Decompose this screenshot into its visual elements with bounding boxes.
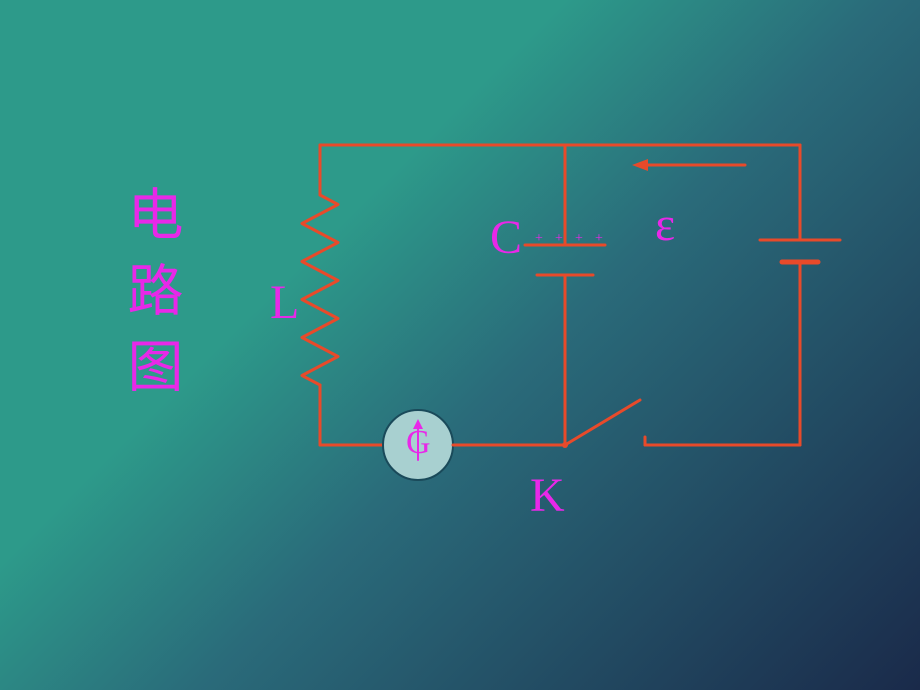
capacitor-label: C (490, 210, 522, 265)
galvanometer-label: G (406, 424, 431, 462)
svg-text:+: + (575, 231, 583, 246)
svg-text:+: + (535, 231, 543, 246)
switch-label: K (530, 468, 565, 523)
emf-label: ε (655, 197, 675, 252)
svg-text:+: + (595, 231, 603, 246)
circuit-diagram: + + + + (0, 0, 920, 690)
svg-text:+: + (555, 231, 563, 246)
inductor-label: L (270, 275, 299, 330)
